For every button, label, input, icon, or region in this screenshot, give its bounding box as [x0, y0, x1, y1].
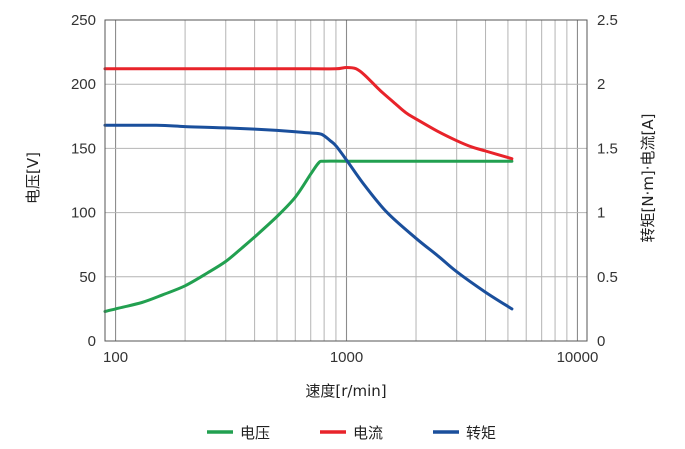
y-right-tick-label: 2	[597, 76, 605, 93]
y-right-axis-title: 转矩[N·m]·电流[A]	[639, 113, 657, 242]
y-right-tick-label: 0.5	[597, 269, 618, 286]
y-right-tick-labels: 0 0.5 1 1.5 2 2.5	[597, 12, 618, 350]
series-layer	[103, 66, 514, 313]
series-line-current	[103, 66, 514, 161]
x-axis-title: 速度[r/min]	[305, 382, 386, 400]
plot-frame	[104, 19, 588, 342]
legend: 电压 电流 转矩	[207, 424, 496, 442]
x-tick-labels: 100 1000 10000	[103, 349, 598, 366]
legend-label-voltage: 电压	[240, 424, 270, 442]
grid	[104, 19, 587, 342]
y-right-tick-label: 0	[597, 333, 605, 350]
legend-label-current: 电流	[353, 424, 383, 442]
y-left-axis-title: 电压[V]	[24, 152, 42, 204]
series-line-torque	[103, 123, 514, 311]
x-tick-label: 1000	[330, 349, 363, 366]
y-left-tick-label: 200	[71, 76, 96, 93]
y-left-tick-labels: 0 50 100 150 200 250	[71, 12, 96, 350]
y-left-tick-label: 100	[71, 205, 96, 222]
y-left-tick-label: 250	[71, 12, 96, 29]
y-right-tick-label: 2.5	[597, 12, 618, 29]
x-tick-label: 10000	[557, 349, 599, 366]
legend-label-torque: 转矩	[466, 424, 496, 442]
y-left-tick-label: 150	[71, 140, 96, 157]
y-left-tick-label: 0	[88, 333, 96, 350]
x-tick-label: 100	[103, 349, 128, 366]
y-right-tick-label: 1	[597, 205, 605, 222]
y-left-tick-label: 50	[79, 269, 96, 286]
series-line-voltage	[103, 159, 514, 313]
y-right-tick-label: 1.5	[597, 140, 618, 157]
